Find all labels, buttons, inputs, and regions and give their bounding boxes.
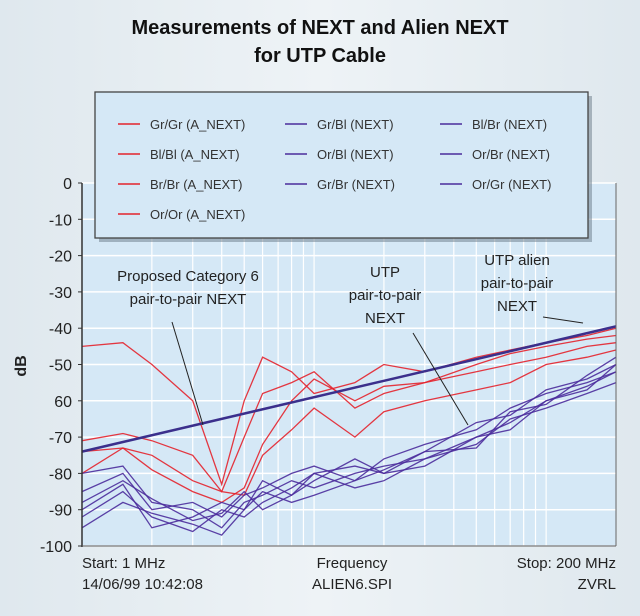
y-tick-label: 60 <box>54 394 72 411</box>
y-tick-label: -100 <box>40 539 72 556</box>
annotation-cat6-line-1: Proposed Category 6 <box>117 268 259 285</box>
annotation-utp-pointer <box>412 332 469 426</box>
legend-label: Bl/Bl (A_NEXT) <box>150 147 240 162</box>
series-line-bl-br-next <box>81 381 617 533</box>
series-group <box>81 325 617 536</box>
legend-label: Gr/Bl (NEXT) <box>317 117 394 132</box>
annotation-alien-line-2: pair-to-pair <box>481 275 554 292</box>
footer-start: Start: 1 MHz <box>82 555 165 572</box>
y-tick-label: -40 <box>49 321 72 338</box>
legend-label: Br/Br (A_NEXT) <box>150 177 242 192</box>
footer-instrument: ZVRL <box>578 576 616 593</box>
legend-label: Gr/Gr (A_NEXT) <box>150 117 245 132</box>
legend-label: Or/Br (NEXT) <box>472 147 550 162</box>
legend-label: Or/Bl (NEXT) <box>317 147 394 162</box>
annotation-alien-line-3: NEXT <box>497 298 537 315</box>
chart-title-line-2: for UTP Cable <box>254 45 386 67</box>
series-line-or-or-a-next <box>81 349 617 496</box>
legend-label: Bl/Br (NEXT) <box>472 117 547 132</box>
annotation-utp-line-2: pair-to-pair <box>349 287 422 304</box>
cat6-limit-line <box>81 325 617 453</box>
y-tick-label: -90 <box>49 503 72 520</box>
series-line-br-br-a-next <box>81 342 617 504</box>
legend-label: Or/Gr (NEXT) <box>472 177 551 192</box>
footer-timestamp: 14/06/99 10:42:08 <box>82 576 203 593</box>
annotation-utp-line-1: UTP <box>370 264 400 281</box>
y-axis-label: dB <box>13 355 30 376</box>
y-tick-label: -70 <box>49 430 72 447</box>
legend-entries: Gr/Gr (A_NEXT) Bl/Bl (A_NEXT) Br/Br (A_NEX… <box>118 117 551 222</box>
footer-stop: Stop: 200 MHz <box>517 555 616 572</box>
annotation-cat6-line-2: pair-to-pair NEXT <box>130 291 247 308</box>
y-tick-label: -30 <box>49 285 72 302</box>
series-line-or-br-next <box>81 364 617 522</box>
y-tick-label: -20 <box>49 249 72 266</box>
annotation-utp-line-3: NEXT <box>365 310 405 327</box>
series-line-or-gr-next <box>81 356 617 536</box>
legend-label: Gr/Br (NEXT) <box>317 177 395 192</box>
y-tick-label: -80 <box>49 466 72 483</box>
annotation-alien-pointer <box>542 316 584 324</box>
annotation-alien-line-1: UTP alien <box>484 252 550 269</box>
y-tick-label: 0 <box>63 176 72 193</box>
x-axis-label: Frequency <box>317 555 388 572</box>
series-line-gr-bl-next <box>81 371 617 518</box>
legend <box>94 91 589 239</box>
footer-file: ALIEN6.SPI <box>312 576 392 593</box>
series-line-bl-bl-a-next <box>81 334 617 493</box>
y-tick-label: -50 <box>49 358 72 375</box>
y-tick-label: -10 <box>49 212 72 229</box>
y-ticks: 0 -10 -20 -30 -40 -50 60 -70 -80 -90 -100 <box>40 176 82 556</box>
chart-title-line-1: Measurements of NEXT and Alien NEXT <box>131 17 508 39</box>
annotation-cat6-pointer <box>171 321 204 426</box>
legend-label: Or/Or (A_NEXT) <box>150 207 245 222</box>
